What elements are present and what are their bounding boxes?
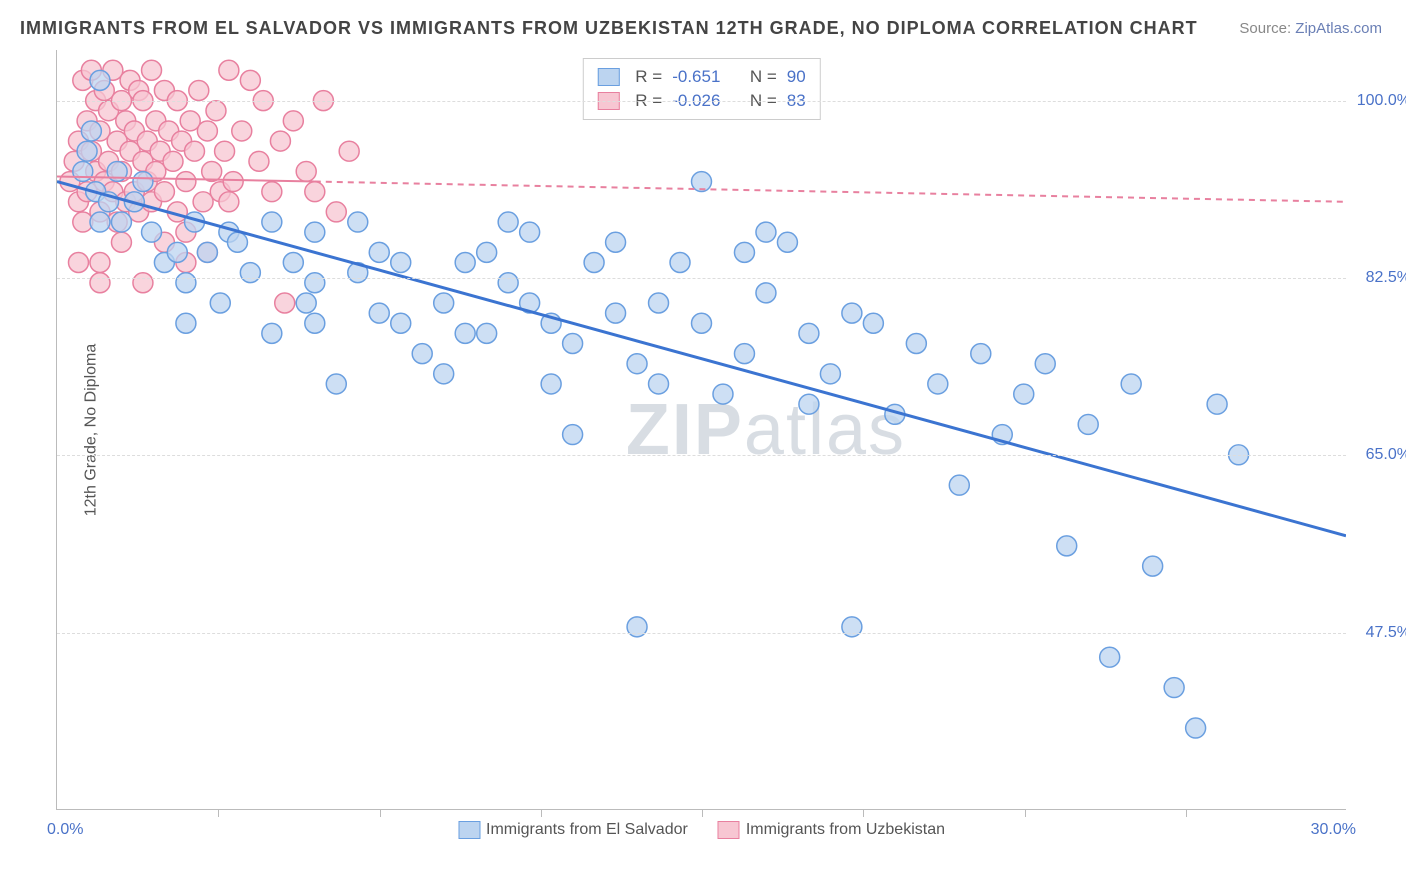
x-tick	[1186, 809, 1187, 817]
y-tick-label: 82.5%	[1366, 269, 1406, 287]
legend-swatch	[718, 821, 740, 839]
x-min-label: 0.0%	[47, 821, 83, 839]
stats-r-label: R =	[635, 67, 662, 87]
y-tick-label: 47.5%	[1366, 624, 1406, 642]
source-label: Source:	[1239, 20, 1295, 37]
legend-item: Immigrants from El Salvador	[458, 821, 688, 839]
stats-row: R = -0.651 N = 90	[597, 65, 805, 89]
watermark-bold: ZIP	[626, 390, 744, 470]
stats-n-label: N =	[750, 67, 777, 87]
stats-legend-box: R = -0.651 N = 90R = -0.026 N = 83	[582, 58, 820, 120]
chart-svg	[57, 50, 1346, 809]
x-tick	[541, 809, 542, 817]
x-max-label: 30.0%	[1311, 821, 1356, 839]
source-attribution: Source: ZipAtlas.com	[1239, 20, 1382, 37]
x-tick	[380, 809, 381, 817]
plot-area: ZIPatlas R = -0.651 N = 90R = -0.026 N =…	[56, 50, 1346, 810]
watermark-rest: atlas	[744, 390, 906, 470]
gridline-h	[57, 101, 1346, 102]
x-tick	[1025, 809, 1026, 817]
x-tick	[863, 809, 864, 817]
stats-n-value: 90	[787, 67, 806, 87]
gridline-h	[57, 633, 1346, 634]
legend-swatch	[458, 821, 480, 839]
source-link[interactable]: ZipAtlas.com	[1295, 20, 1382, 37]
chart-title: IMMIGRANTS FROM EL SALVADOR VS IMMIGRANT…	[20, 18, 1198, 39]
gridline-h	[57, 455, 1346, 456]
stats-r-value: -0.651	[672, 67, 720, 87]
legend-item: Immigrants from Uzbekistan	[718, 821, 945, 839]
legend-label: Immigrants from Uzbekistan	[746, 821, 945, 838]
x-tick	[702, 809, 703, 817]
x-tick	[218, 809, 219, 817]
legend-swatch	[597, 68, 619, 86]
y-tick-label: 100.0%	[1357, 92, 1406, 110]
y-tick-label: 65.0%	[1366, 446, 1406, 464]
legend-bottom: Immigrants from El Salvador Immigrants fr…	[458, 821, 945, 839]
legend-label: Immigrants from El Salvador	[486, 821, 688, 838]
watermark: ZIPatlas	[626, 389, 906, 471]
gridline-h	[57, 278, 1346, 279]
